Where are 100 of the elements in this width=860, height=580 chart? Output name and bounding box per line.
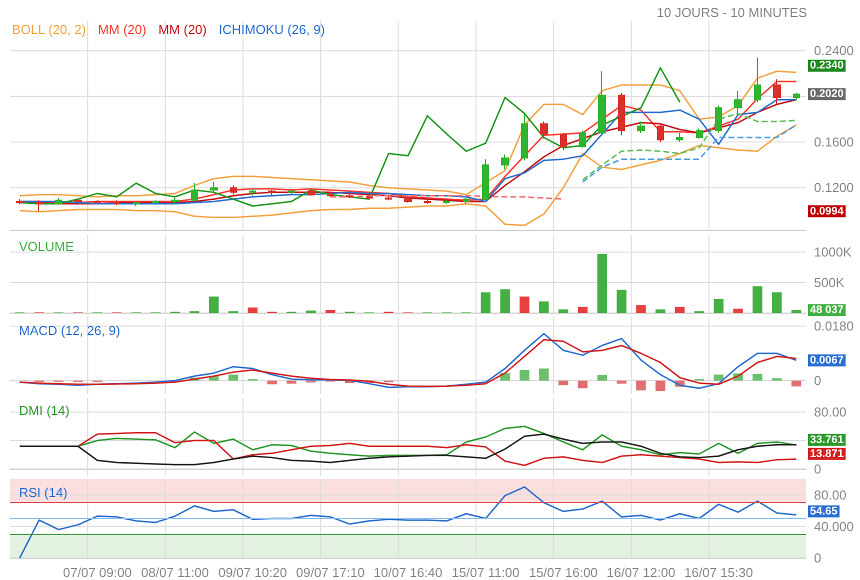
candlestick [346,192,353,199]
y-tick-label: 80.00 [814,487,847,502]
candlestick [113,200,120,206]
y-tick-label: 1000K [814,244,852,260]
bar [597,254,607,313]
line-series [18,99,798,204]
candlestick [676,132,683,143]
line-series [18,67,681,207]
candlestick [715,105,722,134]
x-tick-label: 16/07 12:00 [606,565,676,580]
bar [791,380,802,386]
candlestick [55,198,62,206]
candlestick [560,132,567,151]
y-tick-label: 0.0180 [814,318,854,334]
text: MACD (12, 26, 9) [19,323,120,338]
bar [616,290,626,313]
bar [209,296,219,313]
bar [714,374,724,381]
bar [558,309,568,313]
bar [480,292,491,313]
text: RSI (14) [19,485,68,500]
candlestick [598,70,606,136]
x-tick-label: 07/07 09:00 [63,565,132,580]
bar [772,378,782,381]
candlestick [463,198,470,204]
candlestick [230,184,237,196]
candlestick [501,154,509,170]
x-tick-label: 09/07 17:10 [296,565,365,580]
chart-title: DMI (14) [19,403,70,418]
candlestick [191,182,198,202]
candlestick [133,200,140,207]
candlestick [443,200,450,204]
candlestick [249,188,256,196]
line-series [18,124,798,226]
y-tick-label: 0 [814,461,822,476]
y-tick-label: 0.2400 [814,43,854,58]
bar [578,380,588,388]
bar [325,310,336,313]
bar [636,380,646,390]
bar [714,298,724,313]
text: MM (20) [158,22,207,37]
bar [500,289,510,313]
x-tick-label: 10/07 16:40 [374,565,442,580]
candlestick [521,114,528,161]
text: ICHIMOKU (26, 9) [218,22,325,37]
candlestick [385,195,392,201]
bar [520,370,530,381]
bar [558,380,568,386]
candlestick [171,198,179,204]
candlestick [657,123,664,143]
x-tick-label: 16/07 15:30 [684,565,753,580]
x-tick-label: 08/07 11:00 [141,565,209,580]
text: 54.65 [810,505,838,518]
text: MM (20) [98,22,146,37]
candlestick [482,158,489,202]
bar [539,368,549,381]
line-series [18,486,798,559]
candlestick [424,198,431,204]
text: BOLL (20, 2) [12,22,86,37]
candlestick [16,198,23,205]
text: 0.2020 [810,88,844,100]
candlestick [637,121,645,134]
x-tick-label: 15/07 16:00 [528,565,598,580]
bar [616,380,626,384]
bar [267,380,277,384]
bar [752,374,762,381]
bar [248,308,258,313]
candlestick [579,130,586,148]
y-tick-label: 0.1200 [814,180,854,196]
y-tick-label: 500K [814,275,845,290]
text: 0.2340 [810,60,844,72]
candlestick [366,195,373,200]
text: 0.0067 [810,354,844,366]
bar [228,374,238,381]
bar [539,301,549,313]
bar [791,310,802,313]
candlestick [618,92,625,136]
text: 0.0994 [810,205,845,218]
bar [597,374,607,381]
bar [752,286,762,313]
candlestick [754,57,761,103]
bar [656,380,666,391]
y-tick-label: 0 [814,373,822,388]
chart-subtitle: 10 JOURS - 10 MINUTES [656,5,808,20]
candlestick [793,92,800,100]
candlestick [210,182,218,193]
candlestick [734,90,742,116]
bar [578,306,588,313]
bar [636,305,646,313]
y-tick-label: 0.1600 [814,134,854,150]
line-series [582,112,798,180]
text: 13.871 [810,448,844,460]
bar [656,309,666,313]
candlestick [288,188,295,196]
bar [772,292,782,313]
candlestick [35,200,43,212]
candlestick [152,200,159,206]
candlestick [327,192,334,198]
candlestick [773,78,781,105]
bar [286,380,296,384]
